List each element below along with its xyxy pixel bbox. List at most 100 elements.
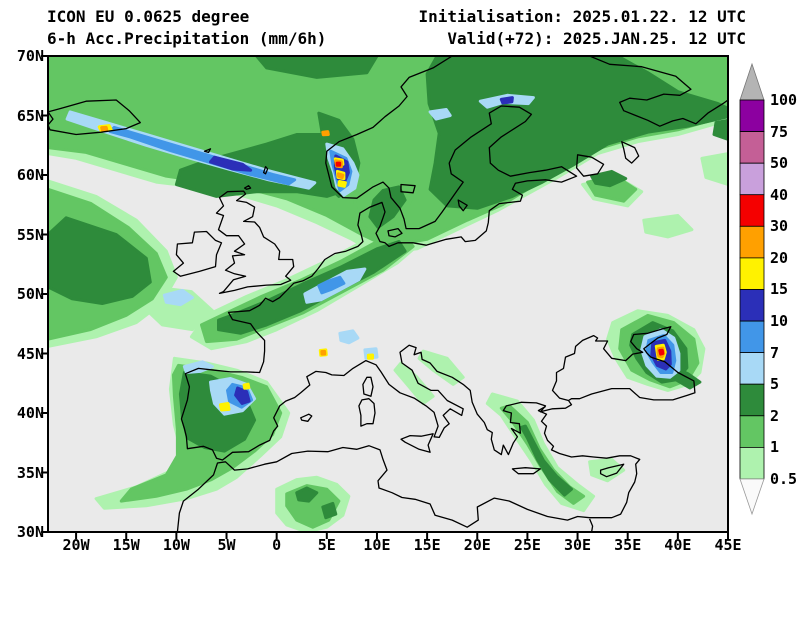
coastline-iceland (48, 99, 141, 136)
precip-region-7-10 (317, 275, 346, 295)
coastline-great-britain (215, 190, 295, 295)
lat-tick-label: 65N (16, 106, 44, 125)
lat-tick-label: 50N (16, 285, 44, 303)
precip-region-0.5-1 (700, 152, 728, 186)
lat-tick-label: 55N (16, 225, 44, 244)
coastline-kola-white-sea (589, 56, 728, 127)
legend-label: 0.5 (770, 469, 798, 488)
init-time: Initialisation: 2025.01.22. 12 UTC (418, 7, 746, 26)
coastline-sicily (400, 433, 434, 453)
precip-region-30-40 (335, 161, 342, 167)
lon-tick-label: 40E (664, 536, 692, 554)
lon-tick-label: 15W (112, 536, 140, 554)
legend-segment (739, 415, 765, 448)
legend-segment (739, 162, 765, 196)
legend-segment (739, 289, 765, 322)
legend-label: 20 (770, 248, 789, 267)
precip-region-2-5 (519, 424, 573, 497)
legend-label: 100 (770, 91, 798, 109)
lat-tick-label: 60N (16, 166, 44, 184)
precip-region-15-20 (337, 180, 347, 188)
precip-region-0.5-1 (417, 349, 465, 386)
legend-segment (739, 383, 765, 417)
coastline-mainland-europe (180, 56, 696, 461)
model-title: ICON EU 0.0625 degree (47, 7, 250, 26)
legend-segment (739, 194, 765, 227)
legend-label: 30 (770, 217, 789, 236)
coastline-orkney (243, 185, 252, 190)
precip-region-5-7 (162, 288, 194, 307)
legend-segment (739, 352, 765, 385)
valid-time: Valid(+72): 2025.JAN.25. 12 UTC (447, 29, 746, 48)
precip-region-20-30 (320, 349, 327, 356)
precip-region-15-20 (242, 382, 251, 390)
lon-tick-label: 5E (317, 536, 336, 554)
legend-over-arrow (739, 62, 765, 101)
coastline-shetland (262, 166, 269, 175)
legend-segment (739, 225, 765, 259)
legend-label: 10 (770, 312, 789, 331)
precip-region-0.5-1 (588, 457, 626, 483)
precip-region-2-5 (255, 56, 379, 79)
coastlines-layer (48, 56, 728, 532)
legend-label: 75 (770, 122, 789, 141)
coastline-crete (511, 467, 542, 475)
precip-region-10-15 (499, 96, 514, 105)
precip-region-2-5 (295, 486, 319, 503)
coastline-lake-vanern (400, 183, 416, 194)
precip-region-5-7 (428, 108, 452, 121)
precip-region-15-20 (366, 353, 374, 360)
legend-label: 40 (770, 185, 789, 204)
coastline-corsica (362, 376, 374, 397)
coastline-cyprus (599, 463, 625, 478)
precip-region-15-20 (219, 402, 231, 412)
legend-label: 5 (770, 375, 780, 394)
lon-tick-label: 25E (513, 536, 541, 554)
lat-tick-label: 45N (16, 344, 44, 363)
legend-label: 50 (770, 154, 789, 173)
coastline-lake-onega (621, 141, 640, 164)
precip-region-20-30 (100, 125, 109, 132)
legend-segment (739, 446, 765, 480)
precip-region-2-5 (368, 185, 407, 229)
precip-region-5-7 (338, 329, 360, 345)
precipitation-map (41, 55, 729, 539)
lat-tick-label: 35N (16, 463, 44, 482)
legend-label: 1 (770, 438, 780, 457)
precip-region-10-15 (209, 155, 253, 172)
precip-region-10-15 (234, 386, 251, 405)
lon-tick-label: 10W (162, 536, 190, 554)
coastline-africa-levant-turkey (176, 405, 641, 532)
precip-region-20-30 (336, 172, 345, 180)
lon-tick-label: 10E (363, 536, 391, 554)
legend-segment (739, 131, 765, 164)
coastline-faroe (203, 148, 212, 154)
precip-region-2-5 (321, 501, 338, 520)
coastline-zealand (387, 227, 403, 238)
precip-region-2-5 (712, 118, 728, 141)
precip-region-30-40 (658, 348, 665, 356)
legend-segment (739, 99, 765, 133)
coastline-majorca (300, 413, 313, 422)
coastline-sardinia (358, 398, 376, 427)
lon-tick-label: 20E (463, 536, 491, 554)
lat-tick-label: 30N (16, 523, 44, 541)
precip-region-0.5-1 (642, 214, 694, 239)
coastline-ireland (172, 230, 223, 277)
precip-region-20-30 (321, 130, 330, 137)
lon-tick-label: 0 (272, 536, 282, 554)
param-title: 6-h Acc.Precipitation (mm/6h) (47, 29, 327, 48)
legend-under-arrow (739, 478, 765, 516)
legend-label: 15 (770, 280, 789, 299)
lon-tick-label: 5W (217, 536, 236, 554)
precip-region-2-5 (590, 169, 628, 188)
lon-tick-label: 35E (614, 536, 642, 554)
lon-tick-label: 45E (714, 536, 742, 554)
precip-region-2-5 (217, 240, 407, 335)
coastline-gotland (457, 199, 468, 212)
legend-segment (739, 320, 765, 354)
lat-tick-label: 70N (16, 47, 44, 65)
precip-layer (48, 56, 728, 532)
tick-marks (41, 55, 729, 539)
